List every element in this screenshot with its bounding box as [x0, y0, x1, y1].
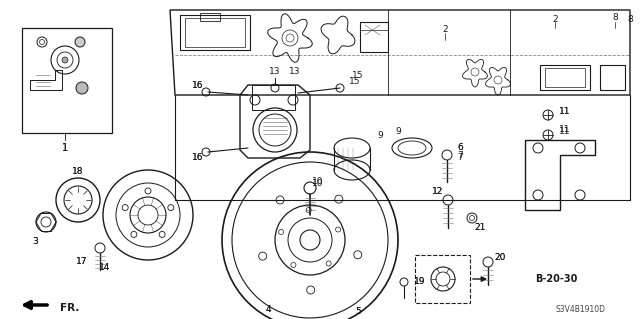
Text: 21: 21 [474, 224, 486, 233]
Text: 16: 16 [192, 81, 204, 91]
Text: 9: 9 [377, 130, 383, 139]
Text: S3V4B1910D: S3V4B1910D [555, 306, 605, 315]
Text: 20: 20 [494, 254, 506, 263]
Text: 14: 14 [99, 263, 111, 272]
Text: 12: 12 [432, 188, 444, 197]
Text: 8: 8 [612, 13, 618, 23]
Text: 16: 16 [192, 153, 204, 162]
Text: 15: 15 [349, 78, 361, 86]
Text: 3: 3 [32, 238, 38, 247]
Text: 9: 9 [395, 128, 401, 137]
Text: 11: 11 [559, 125, 571, 135]
Text: 4: 4 [265, 306, 271, 315]
Text: 20: 20 [494, 254, 506, 263]
Text: 7: 7 [457, 152, 463, 161]
Text: 17: 17 [76, 257, 88, 266]
Text: 21: 21 [474, 224, 486, 233]
Circle shape [76, 82, 88, 94]
Bar [200, 13, 220, 21]
Text: 11: 11 [559, 108, 571, 116]
Text: 1: 1 [62, 143, 68, 153]
Text: 11: 11 [559, 128, 571, 137]
Text: 18: 18 [72, 167, 84, 176]
Text: 5: 5 [355, 308, 361, 316]
Text: 4: 4 [265, 306, 271, 315]
Text: 19: 19 [414, 278, 426, 286]
Bar [360, 22, 388, 52]
Text: 19: 19 [414, 278, 426, 286]
Text: 16: 16 [192, 81, 204, 91]
Text: FR.: FR. [60, 303, 79, 313]
Text: 6: 6 [457, 144, 463, 152]
Text: 15: 15 [352, 70, 364, 79]
Text: 13: 13 [289, 68, 301, 77]
Text: 11: 11 [559, 108, 571, 116]
Text: 5: 5 [355, 308, 361, 316]
Text: 10: 10 [312, 177, 324, 187]
Circle shape [75, 37, 85, 47]
Bar [415, 255, 470, 303]
Circle shape [62, 57, 68, 63]
Text: 7: 7 [457, 152, 463, 160]
Text: 16: 16 [192, 153, 204, 162]
Text: 13: 13 [269, 68, 281, 77]
Bar [545, 68, 585, 87]
Text: 2: 2 [552, 16, 558, 25]
Text: 10: 10 [312, 179, 324, 188]
Text: 12: 12 [432, 188, 444, 197]
Text: 18: 18 [72, 167, 84, 176]
Text: 17: 17 [76, 257, 88, 266]
Text: B-20-30: B-20-30 [535, 274, 577, 284]
Text: 2: 2 [442, 26, 448, 34]
Text: 3: 3 [32, 238, 38, 247]
Text: 14: 14 [99, 263, 111, 272]
Text: 6: 6 [457, 144, 463, 152]
Text: 1: 1 [62, 143, 68, 153]
Bar [22, 28, 112, 133]
Text: 8: 8 [627, 16, 633, 25]
